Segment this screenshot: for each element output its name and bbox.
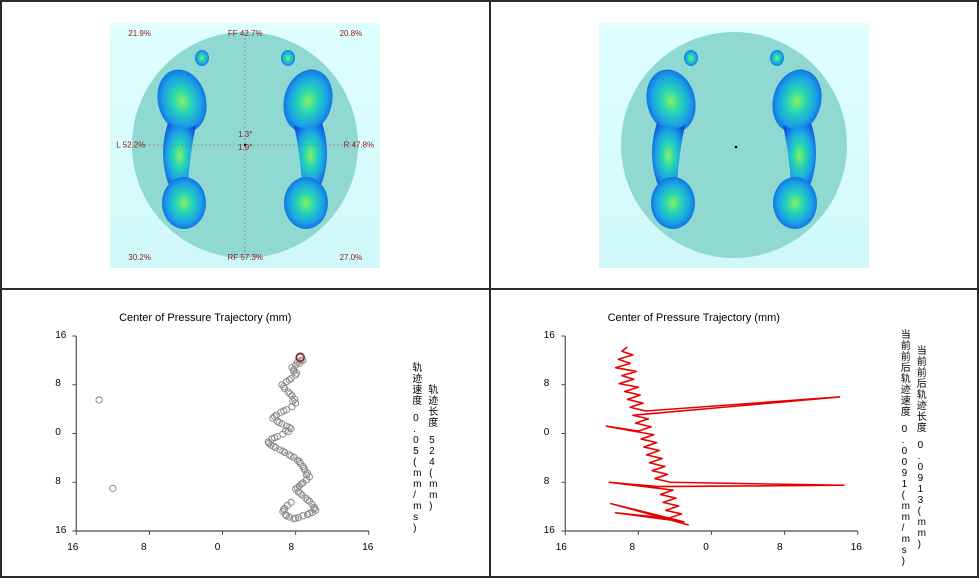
chart-right-wrap: Center of Pressure Trajectory (mm) 16 8 0 8… [514, 306, 954, 561]
pct-r: R 47.8% [344, 141, 375, 150]
metric-label: 当前前后轨迹速度 [901, 330, 911, 418]
chart-right-title: Center of Pressure Trajectory (mm) [514, 312, 874, 324]
main-grid: 21.9% 20.8% FF 42.7% 30.2% 27.0% RF 57.3… [0, 0, 979, 578]
metric-label: 当前前后轨迹长度 [917, 346, 927, 434]
y-tick-label: 8 [55, 378, 61, 389]
chart-right: Center of Pressure Trajectory (mm) 16 8 0 8… [514, 306, 874, 561]
chart-right-svg [564, 336, 859, 531]
metric-value: 0.0913( mm ) [918, 440, 926, 550]
metric-col: 轨迹长度 524( mm ) [428, 385, 438, 512]
footpad-left: 21.9% 20.8% FF 42.7% 30.2% 27.0% RF 57.3… [110, 23, 380, 268]
footpad-right-svg [599, 23, 869, 268]
pct-bot-right: 27.0% [340, 253, 363, 262]
footpad-cell-left: 21.9% 20.8% FF 42.7% 30.2% 27.0% RF 57.3… [1, 1, 490, 289]
metric-col: 轨迹速度 0.05( mm/ms ) [412, 363, 422, 534]
chart-cell-right: Center of Pressure Trajectory (mm) 16 8 0 8… [490, 289, 979, 577]
metric-value: 524( mm ) [429, 435, 437, 512]
chart-left-svg [75, 336, 370, 531]
pct-bot-left: 30.2% [128, 253, 151, 262]
x-tick-label: 16 [67, 542, 78, 553]
pct-l: L 52.2% [116, 141, 145, 150]
footpad-cell-right [490, 1, 979, 289]
y-tick-label: 8 [55, 476, 61, 487]
x-tick-label: 16 [362, 542, 373, 553]
y-tick-label: 8 [544, 476, 550, 487]
y-tick-label: 16 [55, 330, 66, 341]
metric-label: 轨迹长度 [428, 385, 438, 429]
x-tick-label: 0 [703, 542, 709, 553]
pct-top-right: 20.8% [340, 29, 363, 38]
y-tick-label: 16 [544, 330, 555, 341]
footpad-right [599, 23, 869, 268]
chart-left-side: 轨迹速度 0.05( mm/ms ) 轨迹长度 524( mm ) [385, 306, 465, 561]
x-tick-label: 16 [851, 542, 862, 553]
pct-top-left: 21.9% [128, 29, 151, 38]
x-tick-label: 16 [556, 542, 567, 553]
x-tick-label: 8 [141, 542, 147, 553]
metric-value: 0.0091( mm/ms ) [902, 424, 910, 567]
metric-col: 当前前后轨迹长度 0.0913( mm ) [917, 346, 927, 550]
metric-label: 轨迹速度 [412, 363, 422, 407]
x-tick-label: 8 [777, 542, 783, 553]
metric-value: 0.05( mm/ms ) [413, 413, 421, 534]
chart-right-side: 当前前后轨迹速度0.0091( mm/ms )当前前后轨迹长度0.0913( m… [874, 306, 954, 561]
y-tick-label: 8 [544, 378, 550, 389]
y-tick-label: 0 [55, 427, 61, 438]
y-tick-label: 0 [544, 427, 550, 438]
center-small-1: 1.3° [238, 130, 252, 139]
x-tick-label: 8 [630, 542, 636, 553]
x-tick-label: 0 [215, 542, 221, 553]
metric-col: 当前前后轨迹速度 0.0091( mm/ms ) [901, 330, 911, 567]
y-tick-label: 16 [55, 525, 66, 536]
y-tick-label: 16 [544, 525, 555, 536]
chart-cell-left: Center of Pressure Trajectory (mm) 16 8 0 8… [1, 289, 490, 577]
chart-left-wrap: Center of Pressure Trajectory (mm) 16 8 0 8… [25, 306, 465, 561]
pct-rf: RF 57.3% [227, 253, 263, 262]
pct-ff: FF 42.7% [228, 29, 263, 38]
x-tick-label: 8 [289, 542, 295, 553]
chart-left: Center of Pressure Trajectory (mm) 16 8 0 8… [25, 306, 385, 561]
chart-left-title: Center of Pressure Trajectory (mm) [25, 312, 385, 324]
center-small-2: 1.9° [238, 143, 252, 152]
